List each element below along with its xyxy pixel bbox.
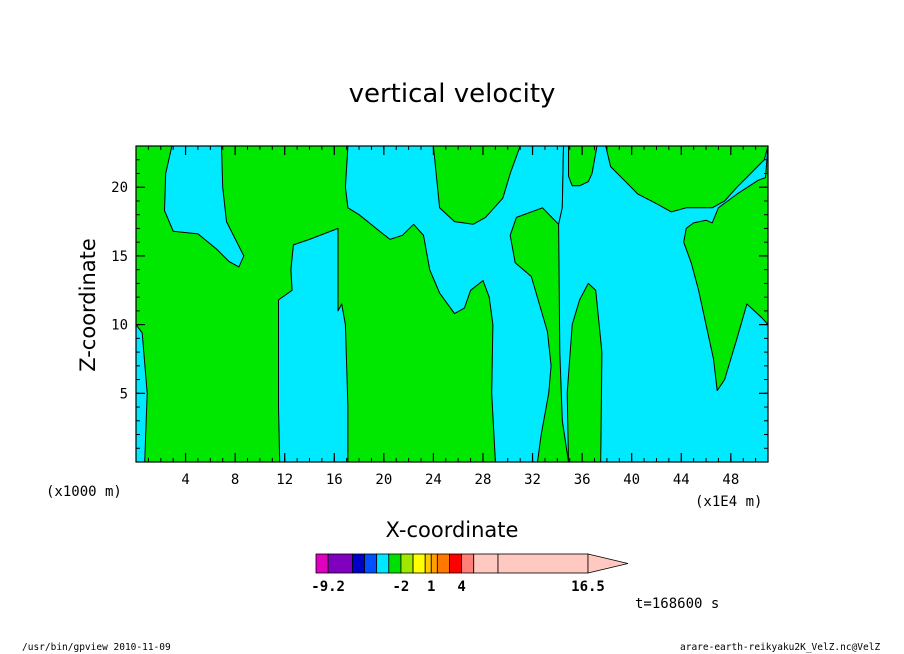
colorbar-segment [315, 553, 329, 574]
x-tick-label: 16 [326, 472, 343, 488]
colorbar-segment [327, 553, 353, 574]
x-tick-label: 44 [673, 472, 690, 488]
plot-frame [135, 145, 769, 463]
colorbar-segment [412, 553, 426, 574]
x-tick-label: 12 [276, 472, 293, 488]
colorbar-segment [497, 553, 589, 574]
colorbar-segment [400, 553, 414, 574]
y-tick-label: 5 [120, 386, 128, 402]
x-tick-label: 28 [475, 472, 492, 488]
footer-right: arare-earth-reikyaku2K_VelZ.nc@VelZ [680, 642, 880, 653]
x-axis-label: X-coordinate [386, 518, 519, 542]
colorbar-segment [424, 553, 432, 574]
y-tick-label: 10 [111, 318, 128, 334]
footer-left: /usr/bin/gpview 2010-11-09 [22, 642, 171, 653]
colorbar-segment [430, 553, 438, 574]
y-tick-label: 15 [111, 249, 128, 265]
colorbar-segment [352, 553, 365, 574]
colorbar-label: -9.2 [311, 579, 345, 595]
y-tick-label: 20 [111, 180, 128, 196]
colorbar-arrow [587, 553, 629, 574]
x-tick-label: 4 [181, 472, 189, 488]
colorbar-label: 4 [457, 579, 465, 595]
colorbar-segment [473, 553, 499, 574]
colorbar-segment [376, 553, 390, 574]
colorbar: -9.2 -2 1 4 16.5 [311, 553, 629, 595]
colorbar-segment [364, 553, 378, 574]
negative-region-right-main [558, 146, 768, 462]
time-label: t=168600 s [635, 596, 719, 612]
chart-title: vertical velocity [349, 79, 556, 109]
x-tick-label: 48 [722, 472, 739, 488]
colorbar-segment [449, 553, 463, 574]
y-axis-label: Z-coordinate [76, 238, 100, 372]
x-tick-label: 36 [574, 472, 591, 488]
colorbar-segment [388, 553, 402, 574]
colorbar-segment [461, 553, 475, 574]
plot-area [136, 146, 768, 462]
x-tick-label: 20 [375, 472, 392, 488]
x-unit-left: (x1000 m) [46, 484, 122, 500]
negative-region-upper-middle [344, 146, 564, 462]
colorbar-label: 16.5 [571, 579, 605, 595]
colorbar-segment [436, 553, 450, 574]
x-tick-label: 24 [425, 472, 442, 488]
x-unit-right: (x1E4 m) [695, 494, 762, 510]
colorbar-label: 1 [427, 579, 435, 595]
x-tick-label: 40 [623, 472, 640, 488]
negative-region-column-13-16 [278, 227, 349, 462]
negative-region-top-left [164, 146, 245, 268]
x-tick-label: 32 [524, 472, 541, 488]
colorbar-label: -2 [393, 579, 410, 595]
x-tick-label: 8 [231, 472, 239, 488]
